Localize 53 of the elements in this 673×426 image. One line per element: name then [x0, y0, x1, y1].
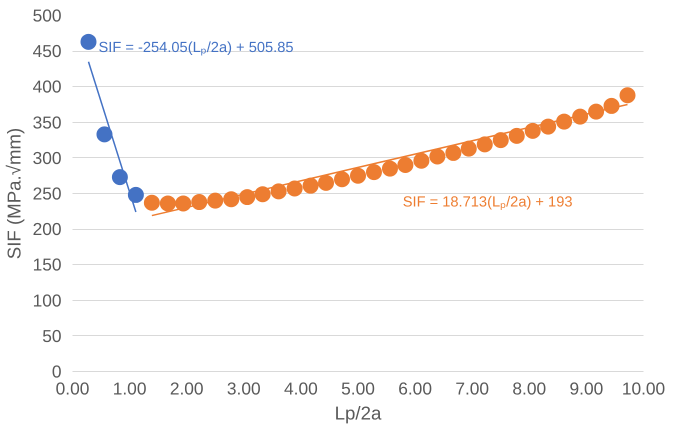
y-tick-label: 300 [32, 148, 62, 168]
y-tick-label: 350 [32, 112, 62, 132]
point [445, 144, 462, 161]
point [382, 160, 398, 177]
y-tick-label: 500 [32, 6, 62, 26]
x-axis-title: Lp/2a [334, 402, 382, 424]
point [80, 34, 96, 50]
x-tick-label: 6.00 [398, 378, 432, 398]
y-tick-label: 200 [32, 219, 62, 240]
point [476, 136, 493, 152]
x-tick-label: 10.00 [622, 378, 666, 398]
y-axis-title: SIF (MPa.√mm) [4, 128, 25, 260]
point [318, 174, 334, 191]
x-tick-label: 7.00 [455, 378, 490, 398]
annotation: SIF = -254.05(Lₚ/2a) + 505.85 [98, 40, 294, 56]
point [366, 164, 382, 180]
x-tick-label: 8.00 [512, 378, 546, 398]
point [112, 169, 128, 186]
x-tick-label: 4.00 [284, 378, 318, 398]
point [144, 194, 160, 211]
x-tick-label: 1.00 [112, 378, 146, 398]
x-tick-label: 3.00 [226, 378, 261, 398]
point [413, 152, 430, 169]
point [397, 157, 414, 174]
point [175, 195, 192, 212]
y-tick-label: 50 [42, 326, 62, 346]
point [620, 87, 636, 104]
point [270, 183, 287, 200]
point [254, 186, 271, 202]
point [492, 132, 509, 148]
point [160, 195, 176, 212]
point [334, 171, 350, 188]
point [128, 186, 144, 203]
point [508, 128, 525, 144]
y-tick-label: 100 [32, 290, 62, 310]
y-tick-label: 400 [32, 76, 62, 97]
point [350, 168, 366, 184]
y-tick-label: 0 [52, 362, 62, 382]
y-tick-label: 450 [32, 41, 62, 62]
x-tick-label: 9.00 [570, 378, 604, 398]
point [524, 122, 541, 139]
x-tick-label: 0.00 [56, 378, 90, 398]
point [302, 178, 319, 194]
point [286, 180, 303, 196]
annotation: SIF = 18.713(Lₚ/2a) + 193 [402, 194, 573, 210]
point [460, 140, 477, 157]
point [96, 126, 112, 142]
x-tick-label: 2.00 [170, 378, 204, 398]
y-tick-label: 250 [32, 184, 62, 204]
x-tick-label: 5.00 [341, 378, 375, 398]
point [540, 118, 556, 135]
point [429, 148, 446, 164]
y-tick-label: 150 [32, 254, 62, 275]
